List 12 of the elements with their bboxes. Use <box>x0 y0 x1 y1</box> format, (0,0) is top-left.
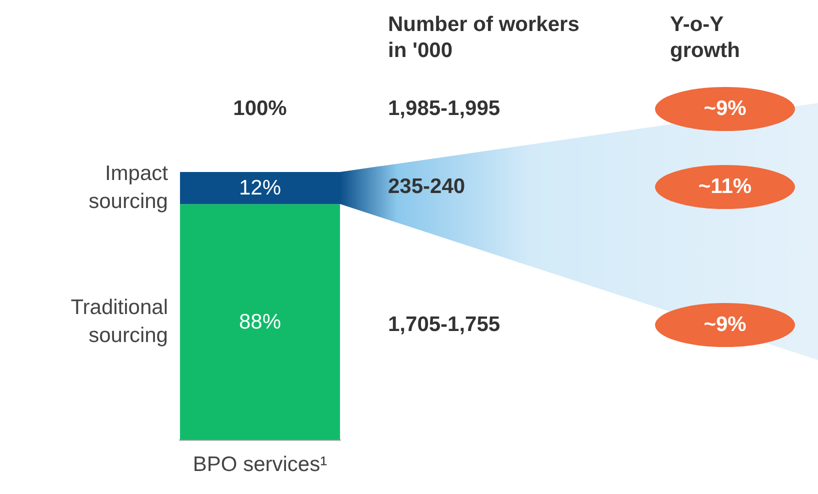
total-label: 100% <box>232 97 288 121</box>
text: 1,985-1,995 <box>388 97 500 121</box>
data-label: 88% <box>238 310 282 334</box>
text: 1,705-1,755 <box>388 313 500 337</box>
series-label: Impact sourcing <box>88 161 168 216</box>
text: 235-240 <box>388 175 466 199</box>
series-label: Traditional sourcing <box>70 295 168 350</box>
data-label: 12% <box>238 176 282 200</box>
text: Number of workers in '000 <box>388 12 580 64</box>
x-tick-label: BPO services¹ <box>192 453 328 476</box>
text: Y-o-Y growth <box>670 12 741 64</box>
oval-badge: ~9% <box>655 87 795 131</box>
